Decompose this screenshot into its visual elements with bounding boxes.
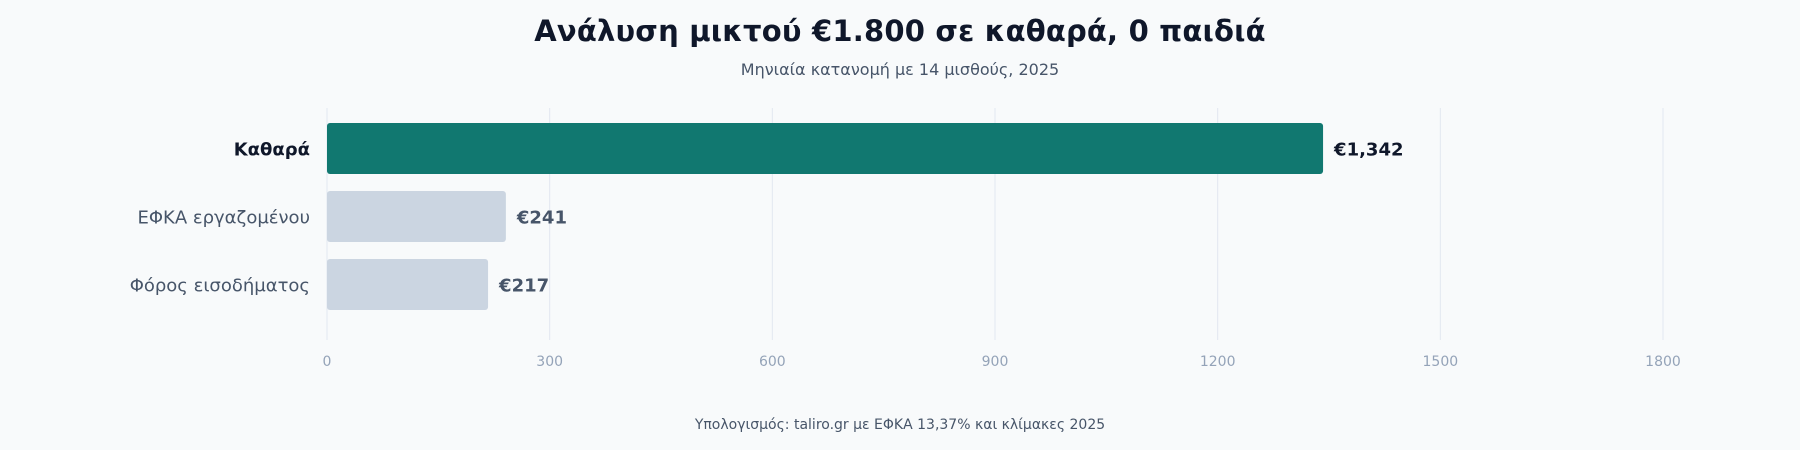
bar [327, 259, 489, 310]
bars: €1,342 €241 €217 [327, 123, 1404, 310]
x-tick-label: 900 [982, 354, 1009, 370]
bar [327, 191, 506, 242]
x-tick-label: 1500 [1423, 354, 1459, 370]
chart-footer: Υπολογισμός: taliro.gr με ΕΦΚΑ 13,37% κα… [694, 417, 1106, 433]
chart-title: Ανάλυση μικτού €1.800 σε καθαρά, 0 παιδι… [534, 14, 1266, 48]
x-tick-label: 1200 [1200, 354, 1236, 370]
bar [327, 123, 1324, 174]
category-labels: Καθαρά ΕΦΚΑ εργαζομένου Φόρος εισοδήματος [130, 140, 310, 297]
category-label: Καθαρά [234, 140, 310, 161]
x-axis-ticks: 0 300 600 900 1200 1500 1800 [323, 354, 1681, 370]
bar-value-label: €241 [516, 208, 567, 229]
category-label: ΕΦΚΑ εργαζομένου [137, 208, 310, 229]
category-label: Φόρος εισοδήματος [130, 276, 310, 297]
bar-value-label: €1,342 [1333, 140, 1403, 161]
x-tick-label: 300 [536, 354, 563, 370]
chart-subtitle: Μηνιαία κατανομή με 14 μισθούς, 2025 [740, 60, 1060, 79]
x-tick-label: 1800 [1645, 354, 1681, 370]
x-tick-label: 0 [323, 354, 332, 370]
bar-value-label: €217 [498, 276, 549, 297]
x-tick-label: 600 [759, 354, 786, 370]
